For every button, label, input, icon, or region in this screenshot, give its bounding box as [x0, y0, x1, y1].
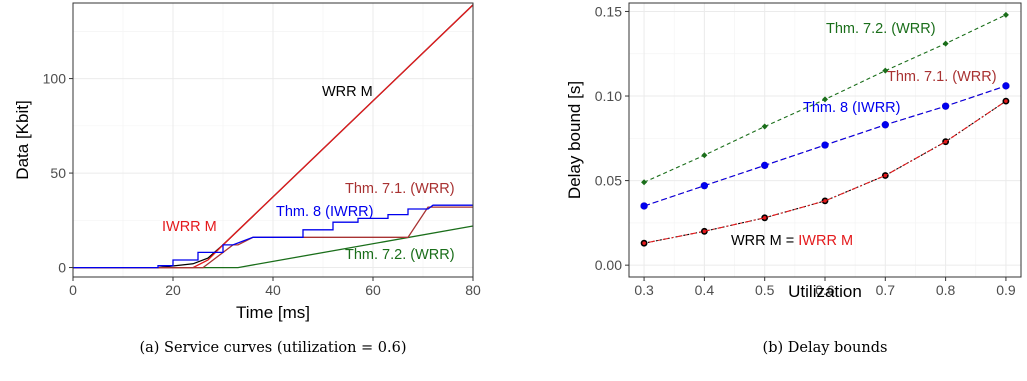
chart-b-point-4	[642, 241, 646, 245]
chart-b-point-4	[943, 139, 948, 144]
chart-b-point-4	[1004, 99, 1008, 103]
chart-a-xtick-label: 0	[69, 282, 77, 298]
chart-a-xtick-label: 80	[465, 282, 481, 298]
chart-a-xlabel: Time [ms]	[236, 303, 310, 322]
chart-b-caption: (b) Delay bounds	[763, 340, 888, 356]
chart-b-point-0	[641, 179, 648, 186]
chart-a-series-line-3	[73, 204, 473, 269]
chart-a: 0 20 40 60 80 0 50 100 Time [ms] Data [Kbit] W…	[13, 2, 481, 356]
chart-b-yticks: 0.00 0.05 0.10 0.15	[595, 3, 629, 273]
chart-b-point-2	[700, 182, 708, 190]
chart-b-series	[640, 11, 1010, 247]
chart-b-point-2	[640, 202, 648, 210]
chart-b-point-0	[822, 96, 828, 103]
chart-a-xtick-label: 20	[165, 282, 181, 298]
chart-b-grid	[629, 3, 1021, 277]
chart-b-point-0	[942, 40, 949, 47]
chart-a-ylabel: Data [Kbit]	[13, 100, 32, 179]
chart-a-series	[73, 4, 474, 269]
chart-a-yticks: 0 50 100	[43, 71, 73, 276]
label-iwrr-m: IWRR M	[162, 219, 217, 235]
label-b-combined: WRR M = IWRR M	[731, 233, 853, 249]
chart-b-xtick-label: 0.5	[755, 282, 775, 298]
label-b-wrr-m: WRR M =	[731, 233, 798, 249]
chart-b-point-0	[701, 152, 708, 159]
label-thm72: Thm. 7.2. (WRR)	[345, 247, 455, 263]
chart-a-ytick-label: 50	[50, 165, 66, 181]
label-b-thm72: Thm. 7.2. (WRR)	[826, 21, 936, 37]
label-b-thm71: Thm. 7.1. (WRR)	[887, 69, 997, 85]
chart-b-point-2	[821, 141, 829, 149]
label-thm8: Thm. 8 (IWRR)	[276, 204, 373, 220]
chart-b-point-2	[942, 102, 950, 110]
chart-a-xtick-label: 40	[265, 282, 281, 298]
chart-b-xtick-label: 0.9	[996, 282, 1016, 298]
chart-b-xtick-label: 0.3	[634, 282, 654, 298]
chart-b-xticks: 0.3 0.4 0.5 0.6 0.7 0.8 0.9	[634, 277, 1016, 298]
label-wrr-m: WRR M	[322, 84, 373, 100]
chart-b-point-4	[702, 229, 707, 234]
chart-b-point-2	[1002, 82, 1010, 90]
chart-a-ytick-label: 100	[43, 71, 67, 87]
chart-b-xtick-label: 0.4	[695, 282, 715, 298]
chart-b-point-4	[762, 216, 767, 220]
chart-b-xtick-label: 0.7	[876, 282, 896, 298]
chart-b-point-0	[1002, 11, 1009, 18]
label-thm71: Thm. 7.1. (WRR)	[345, 181, 455, 197]
chart-a-caption: (a) Service curves (utilization = 0.6)	[139, 340, 406, 356]
chart-a-ytick-label: 0	[58, 260, 66, 276]
chart-b-xtick-label: 0.6	[815, 282, 835, 298]
chart-b-xlabel: Utilization	[788, 282, 862, 301]
chart-b-point-4	[823, 199, 827, 203]
chart-a-xtick-label: 60	[365, 282, 381, 298]
chart-b-xtick-label: 0.8	[936, 282, 956, 298]
label-b-thm8: Thm. 8 (IWRR)	[803, 100, 900, 116]
chart-a-series-line-2	[73, 206, 473, 269]
chart-b-ytick-label: 0.15	[595, 3, 622, 19]
chart-b-ytick-label: 0.05	[595, 173, 622, 189]
chart-b-ytick-label: 0.00	[595, 257, 622, 273]
chart-b-point-2	[761, 161, 769, 169]
label-b-iwrr-m: IWRR M	[798, 233, 853, 249]
chart-b-point-2	[881, 121, 889, 129]
chart-b-point-4	[883, 173, 888, 178]
chart-b-point-0	[882, 67, 889, 74]
chart-b-ytick-label: 0.10	[595, 88, 622, 104]
chart-b-point-0	[761, 123, 768, 130]
chart-b-ylabel: Delay bound [s]	[565, 81, 584, 199]
chart-a-xticks: 0 20 40 60 80	[69, 277, 481, 298]
chart-b: 0.3 0.4 0.5 0.6 0.7 0.8 0.9 0.00 0.05 0.10 0.15 U…	[565, 2, 1022, 356]
